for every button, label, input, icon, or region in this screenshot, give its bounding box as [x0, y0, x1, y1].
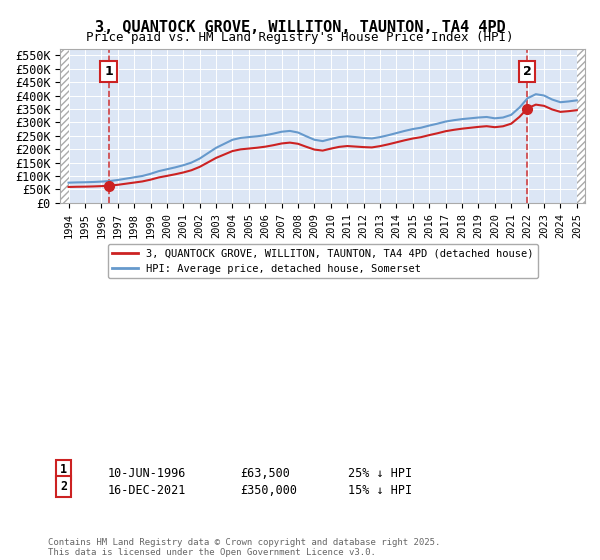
Text: £63,500: £63,500 [240, 466, 290, 480]
Bar [577, 49, 585, 203]
Text: £350,000: £350,000 [240, 483, 297, 497]
Text: 2: 2 [60, 480, 67, 493]
Text: 25% ↓ HPI: 25% ↓ HPI [348, 466, 412, 480]
Bar [61, 49, 68, 203]
Text: 1: 1 [104, 65, 113, 78]
Legend: 3, QUANTOCK GROVE, WILLITON, TAUNTON, TA4 4PD (detached house), HPI: Average pri: 3, QUANTOCK GROVE, WILLITON, TAUNTON, TA… [107, 244, 538, 278]
Text: 3, QUANTOCK GROVE, WILLITON, TAUNTON, TA4 4PD: 3, QUANTOCK GROVE, WILLITON, TAUNTON, TA… [95, 20, 505, 35]
Text: 10-JUN-1996: 10-JUN-1996 [108, 466, 187, 480]
Text: 16-DEC-2021: 16-DEC-2021 [108, 483, 187, 497]
Text: 1: 1 [60, 463, 67, 476]
Text: 15% ↓ HPI: 15% ↓ HPI [348, 483, 412, 497]
Text: 2: 2 [523, 65, 532, 78]
Text: Price paid vs. HM Land Registry's House Price Index (HPI): Price paid vs. HM Land Registry's House … [86, 31, 514, 44]
Text: Contains HM Land Registry data © Crown copyright and database right 2025.
This d: Contains HM Land Registry data © Crown c… [48, 538, 440, 557]
